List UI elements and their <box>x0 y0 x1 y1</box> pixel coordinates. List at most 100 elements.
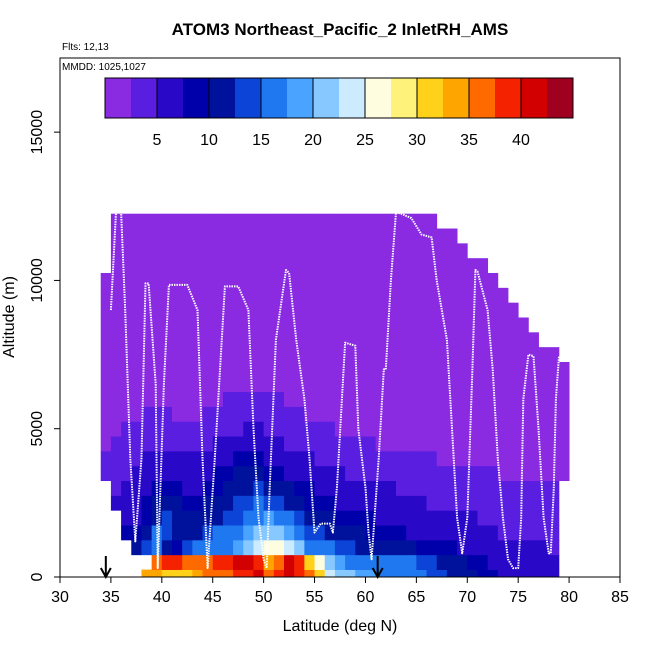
heatmap-cell <box>151 480 163 496</box>
heatmap-cell <box>222 347 234 363</box>
heatmap-cell <box>406 554 417 570</box>
heatmap-cell <box>202 317 214 333</box>
heatmap-cell <box>222 480 234 496</box>
heatmap-cell <box>365 554 377 570</box>
heatmap-cell <box>182 554 193 570</box>
heatmap-cell <box>436 228 448 244</box>
heatmap-cell <box>284 421 295 437</box>
heatmap-cell <box>385 332 397 348</box>
heatmap-cell <box>406 421 417 437</box>
heatmap-cell <box>508 510 519 526</box>
heatmap-cell <box>416 347 427 363</box>
heatmap-cell <box>436 273 448 289</box>
heatmap-cell <box>182 450 193 467</box>
heatmap-cell <box>243 332 254 348</box>
heatmap-cell <box>222 465 234 482</box>
heatmap-cell <box>243 436 254 452</box>
heatmap-cell <box>396 376 407 393</box>
heatmap-cell <box>253 287 265 304</box>
heatmap-cell <box>345 406 356 422</box>
heatmap-cell <box>457 406 468 422</box>
heatmap-cell <box>202 569 214 578</box>
heatmap-cell <box>497 539 509 556</box>
heatmap-cell <box>141 258 153 274</box>
heatmap-cell <box>446 258 458 274</box>
heatmap-cell <box>324 228 336 244</box>
heatmap-cell <box>222 273 234 289</box>
heatmap-cell <box>436 554 448 570</box>
heatmap-cell <box>131 421 142 437</box>
heatmap-cell <box>477 554 489 570</box>
heatmap-cell <box>253 436 265 452</box>
heatmap-cell <box>528 347 539 363</box>
heatmap-cell <box>426 525 438 541</box>
heatmap-cell <box>467 465 478 482</box>
heatmap-cell <box>508 332 519 348</box>
heatmap-cell <box>253 228 265 244</box>
heatmap-cell <box>161 228 173 244</box>
heatmap-cell <box>416 228 427 244</box>
heatmap-cell <box>182 391 193 407</box>
x-tick-label: 30 <box>51 589 69 606</box>
heatmap-cell <box>416 317 427 333</box>
heatmap-cell <box>182 243 193 259</box>
heatmap-cell <box>141 450 153 467</box>
heatmap-cell <box>182 421 193 437</box>
heatmap-cell <box>314 287 326 304</box>
heatmap-cell <box>151 347 163 363</box>
heatmap-cell <box>172 495 183 511</box>
heatmap-cell <box>151 406 163 422</box>
heatmap-cell <box>477 510 489 526</box>
heatmap-cell <box>528 554 539 570</box>
heatmap-cell <box>365 480 377 496</box>
heatmap-cell <box>263 569 275 578</box>
heatmap-cell <box>375 213 387 229</box>
heatmap-cell <box>263 302 275 318</box>
heatmap-cell <box>243 287 254 304</box>
heatmap-cell <box>222 302 234 318</box>
heatmap-cell <box>172 480 183 496</box>
heatmap-cell <box>284 391 295 407</box>
heatmap-cell <box>273 287 285 304</box>
heatmap-cell <box>508 436 519 452</box>
heatmap-cell <box>284 258 295 274</box>
heatmap-cell <box>243 228 254 244</box>
heatmap-cell <box>518 495 529 511</box>
heatmap-cell <box>151 317 163 333</box>
heatmap-cell <box>304 406 315 422</box>
heatmap-cell <box>426 465 438 482</box>
heatmap-cell <box>182 406 193 422</box>
heatmap-cell <box>161 421 173 437</box>
heatmap-cell <box>284 510 295 526</box>
heatmap-cell <box>324 539 336 556</box>
heatmap-cell <box>538 436 550 452</box>
heatmap-cell <box>222 569 234 578</box>
heatmap-cell <box>141 421 153 437</box>
heatmap-cell <box>457 569 468 578</box>
heatmap-cell <box>345 539 356 556</box>
heatmap-cell <box>457 465 468 482</box>
heatmap-cell <box>436 287 448 304</box>
heatmap-cell <box>487 361 499 378</box>
x-tick-label: 70 <box>458 589 476 606</box>
heatmap-cell <box>508 495 519 511</box>
heatmap-cell <box>396 273 407 289</box>
heatmap-cell <box>528 465 539 482</box>
heatmap-cell <box>396 495 407 511</box>
heatmap-cell <box>233 302 244 318</box>
heatmap-cell <box>263 332 275 348</box>
heatmap-cell <box>161 554 173 570</box>
heatmap-cell <box>385 465 397 482</box>
chart-title: ATOM3 Northeast_Pacific_2 InletRH_AMS <box>172 20 509 39</box>
heatmap-cell <box>396 258 407 274</box>
heatmap-cell <box>253 421 265 437</box>
heatmap-cell <box>355 510 366 526</box>
heatmap-cell <box>355 361 366 378</box>
heatmap-cell <box>172 287 183 304</box>
heatmap-cell <box>406 406 417 422</box>
heatmap-cell <box>365 213 377 229</box>
heatmap-cell <box>345 391 356 407</box>
heatmap-cell <box>334 525 346 541</box>
heatmap-cell <box>406 213 417 229</box>
heatmap-cell <box>375 317 387 333</box>
